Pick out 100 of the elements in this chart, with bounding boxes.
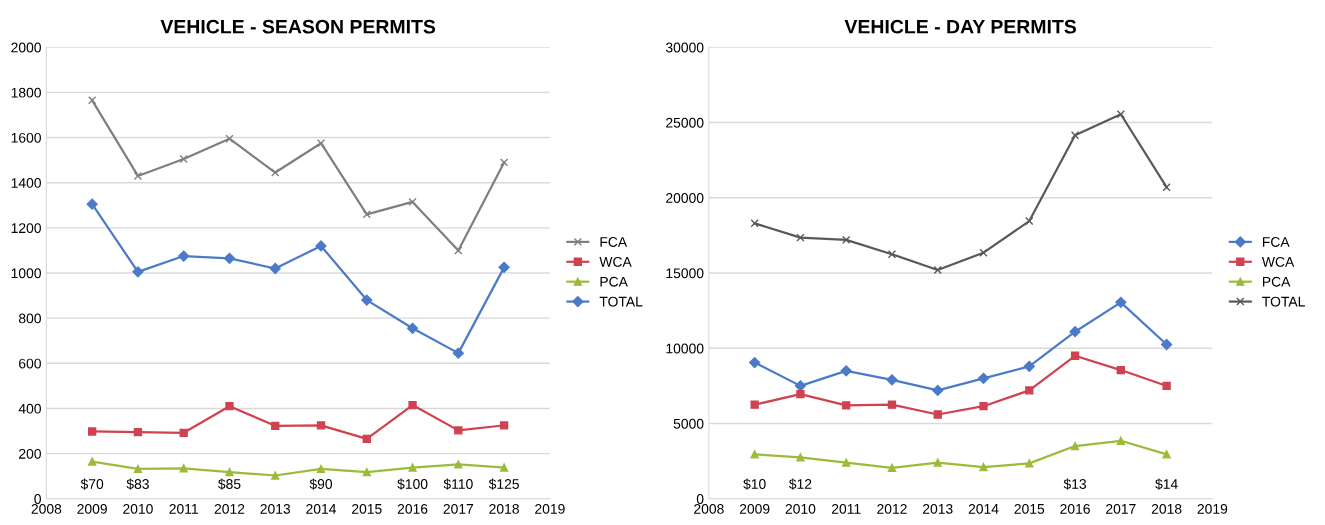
point xyxy=(178,250,190,262)
point xyxy=(887,463,897,473)
point xyxy=(87,427,97,436)
point xyxy=(454,426,463,435)
y-tick-label: 10000 xyxy=(666,343,704,354)
point xyxy=(1116,110,1125,119)
point xyxy=(796,389,805,399)
y-tick-label: 800 xyxy=(18,313,41,324)
point xyxy=(1070,351,1080,360)
point xyxy=(454,246,463,255)
point xyxy=(1069,326,1081,338)
point xyxy=(750,219,759,228)
x-tick-label: 2009 xyxy=(739,503,770,514)
y-tick-label: 5000 xyxy=(673,418,704,429)
point xyxy=(179,464,188,473)
point xyxy=(1025,459,1034,468)
point xyxy=(842,235,851,245)
y-tick-label: 1400 xyxy=(11,178,41,188)
point xyxy=(133,427,143,437)
point xyxy=(1162,450,1171,459)
point xyxy=(1025,386,1034,395)
point xyxy=(887,400,897,409)
y-tick-label: 25000 xyxy=(666,117,704,128)
annotation: $125 xyxy=(488,478,519,490)
x-tick-label: 2013 xyxy=(922,503,953,514)
point xyxy=(886,374,898,386)
annotation: $70 xyxy=(80,478,104,490)
x-tick-label: 2012 xyxy=(214,503,245,514)
point xyxy=(749,356,761,369)
point xyxy=(132,266,144,278)
point xyxy=(499,463,509,472)
point xyxy=(1115,296,1127,308)
point xyxy=(225,134,234,143)
point xyxy=(979,462,988,472)
legend-label: PCA xyxy=(600,276,628,287)
y-tick-label: 600 xyxy=(19,358,41,369)
legend-label: PCA xyxy=(1262,276,1291,287)
point xyxy=(499,421,509,430)
point xyxy=(1070,131,1080,140)
point xyxy=(408,463,417,472)
x-tick-label: 2018 xyxy=(1151,503,1182,514)
point xyxy=(842,458,851,467)
y-tick-label: 2000 xyxy=(11,42,41,53)
annotation: $110 xyxy=(443,478,473,490)
point xyxy=(179,428,188,437)
point xyxy=(271,421,280,431)
x-tick-label: 2016 xyxy=(397,503,428,514)
point xyxy=(362,434,371,444)
x-tick-label: 2019 xyxy=(1197,503,1228,514)
point xyxy=(225,467,234,477)
point xyxy=(1116,365,1125,375)
legend-label: FCA xyxy=(600,237,628,247)
point xyxy=(840,365,852,377)
point xyxy=(133,171,143,181)
point xyxy=(750,400,759,409)
y-tick-label: 0 xyxy=(34,494,41,504)
point xyxy=(454,460,463,469)
chart-title: VEHICLE - SEASON PERMITS xyxy=(160,19,436,34)
point xyxy=(1070,441,1080,451)
y-tick-label: 1600 xyxy=(11,132,41,143)
point xyxy=(498,261,510,273)
chart-title: VEHICLE - DAY PERMITS xyxy=(844,19,1077,34)
annotation: $14 xyxy=(1155,478,1178,490)
x-tick-label: 2013 xyxy=(260,503,291,514)
x-tick-label: 2017 xyxy=(443,503,474,514)
legend-label: TOTAL xyxy=(599,296,643,307)
x-tick-label: 2015 xyxy=(1014,503,1045,514)
x-tick-label: 2008 xyxy=(31,503,62,514)
legend-label: FCA xyxy=(1262,237,1290,247)
point xyxy=(269,262,281,275)
point xyxy=(271,168,280,177)
y-tick-label: 1200 xyxy=(11,223,41,234)
legend-label: WCA xyxy=(1261,256,1295,267)
x-tick-label: 2008 xyxy=(694,503,724,514)
point xyxy=(408,197,417,207)
point xyxy=(796,233,805,242)
point xyxy=(408,400,417,410)
point xyxy=(933,410,942,419)
point xyxy=(452,347,464,359)
x-tick-label: 2009 xyxy=(77,503,107,514)
point xyxy=(796,453,805,462)
point xyxy=(933,458,942,467)
annotation: $12 xyxy=(788,478,812,490)
point xyxy=(271,471,280,480)
x-tick-label: 2012 xyxy=(877,503,907,514)
point xyxy=(977,372,990,384)
annotation: $85 xyxy=(218,478,241,490)
x-tick-label: 2014 xyxy=(306,503,337,514)
point xyxy=(316,139,326,148)
point xyxy=(750,450,759,459)
x-tick-label: 2014 xyxy=(968,503,999,514)
x-tick-label: 2011 xyxy=(169,503,198,514)
point xyxy=(223,252,236,264)
y-tick-label: 20000 xyxy=(666,193,704,203)
annotation: $10 xyxy=(743,478,766,490)
point xyxy=(179,154,188,164)
annotation: $100 xyxy=(397,478,428,490)
annotation: $13 xyxy=(1063,478,1087,490)
y-tick-label: 1800 xyxy=(11,87,41,98)
point xyxy=(842,401,851,410)
